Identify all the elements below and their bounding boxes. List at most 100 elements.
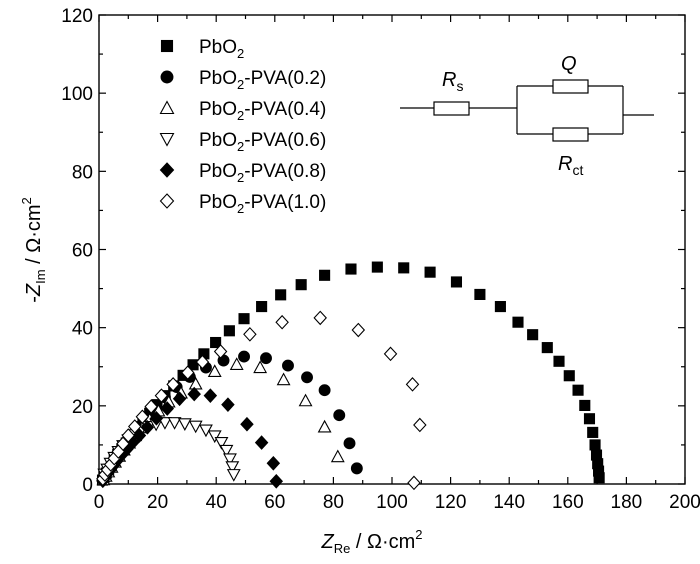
data-point (330, 449, 345, 463)
legend-marker (159, 132, 175, 147)
data-point (172, 391, 187, 407)
data-point (371, 261, 383, 273)
data-point (213, 344, 228, 359)
data-point (188, 420, 203, 434)
x-tick-label: 60 (264, 492, 285, 513)
data-point (238, 313, 250, 325)
data-point (203, 388, 218, 403)
circuit-resistor-rct (552, 127, 589, 142)
data-point (221, 397, 235, 412)
data-point (319, 269, 331, 281)
axis-ticks: 0 20 40 60 80 100 120 140 160 180 200 0 20 40 60 80 100 1… (61, 6, 700, 513)
data-point (405, 377, 420, 392)
plot-frame (98, 14, 686, 485)
y-tick-label: 60 (72, 241, 93, 262)
data-point (167, 417, 182, 430)
x-tick-label: 0 (94, 492, 105, 513)
data-point (166, 377, 180, 392)
data-point (474, 288, 486, 300)
legend-marker (159, 193, 175, 209)
data-point (266, 455, 281, 471)
data-point (253, 360, 268, 374)
series-0 (96, 261, 605, 486)
data-point (132, 428, 147, 443)
x-tick-label: 160 (552, 492, 584, 513)
data-point (269, 473, 284, 489)
data-point (276, 372, 291, 386)
legend-label: PbO2-PVA(0.4) (199, 99, 326, 123)
data-point (214, 437, 229, 450)
data-series-layer (96, 261, 605, 491)
data-point (541, 342, 553, 354)
data-point (238, 350, 250, 363)
data-point (583, 413, 596, 425)
legend-label: PbO2-PVA(0.2) (199, 68, 326, 92)
data-point (181, 365, 195, 380)
data-point (240, 416, 254, 432)
data-point (225, 461, 240, 474)
data-point (140, 420, 155, 435)
series-5 (96, 310, 427, 491)
data-point (149, 411, 164, 426)
data-point (298, 393, 313, 407)
data-point (579, 399, 591, 411)
data-point (254, 435, 269, 450)
data-point (383, 346, 398, 362)
legend-label: PbO2-PVA(0.6) (199, 130, 326, 154)
data-point (135, 409, 150, 425)
data-point (116, 436, 130, 452)
data-point (157, 417, 172, 430)
data-point (318, 384, 331, 397)
data-point (345, 263, 357, 275)
data-point (587, 426, 599, 438)
data-point (589, 439, 601, 451)
data-point (219, 444, 234, 458)
data-point (282, 359, 294, 372)
data-point (350, 462, 363, 475)
data-point (527, 329, 539, 341)
y-tick-label: 40 (72, 319, 93, 340)
y-tick-label: 20 (72, 397, 93, 418)
y-tick-label: 100 (61, 84, 93, 105)
x-tick-label: 180 (611, 492, 643, 513)
data-point (572, 384, 584, 396)
data-point (333, 409, 346, 422)
data-point (223, 453, 237, 467)
data-point (313, 310, 327, 326)
data-point (210, 336, 222, 349)
data-point (450, 276, 463, 288)
data-point (207, 364, 222, 377)
y-axis-title: -ZIm / Ω·cm2 (19, 197, 48, 303)
data-point (413, 417, 427, 433)
data-point (177, 418, 192, 431)
x-tick-label: 80 (323, 492, 344, 513)
x-tick-label: 120 (435, 492, 467, 513)
data-point (494, 301, 506, 313)
data-point (563, 370, 575, 382)
circuit-resistor-rs (433, 101, 470, 116)
data-point (154, 388, 169, 403)
data-point (187, 359, 199, 371)
data-point (243, 326, 257, 342)
x-tick-label: 100 (376, 492, 408, 513)
data-point (275, 289, 287, 301)
data-point (144, 399, 158, 414)
data-point (207, 430, 222, 444)
data-point (229, 357, 244, 370)
x-tick-label: 200 (669, 492, 700, 513)
data-point (407, 475, 421, 491)
x-axis-title: ZRe / Ω·cm2 (320, 527, 422, 556)
legend-label: PbO2-PVA(0.8) (199, 161, 326, 185)
data-point (593, 472, 605, 484)
data-point (512, 316, 524, 328)
circuit-element-q (552, 79, 589, 94)
data-point (223, 325, 235, 337)
equivalent-circuit-inset: Rs Q Rct (400, 53, 654, 178)
x-tick-label: 20 (147, 492, 168, 513)
x-tick-label: 40 (206, 492, 227, 513)
y-tick-label: 80 (72, 162, 93, 183)
legend-marker (159, 100, 175, 115)
legend-label: PbO2-PVA(1.0) (199, 192, 326, 216)
data-point (398, 262, 410, 274)
